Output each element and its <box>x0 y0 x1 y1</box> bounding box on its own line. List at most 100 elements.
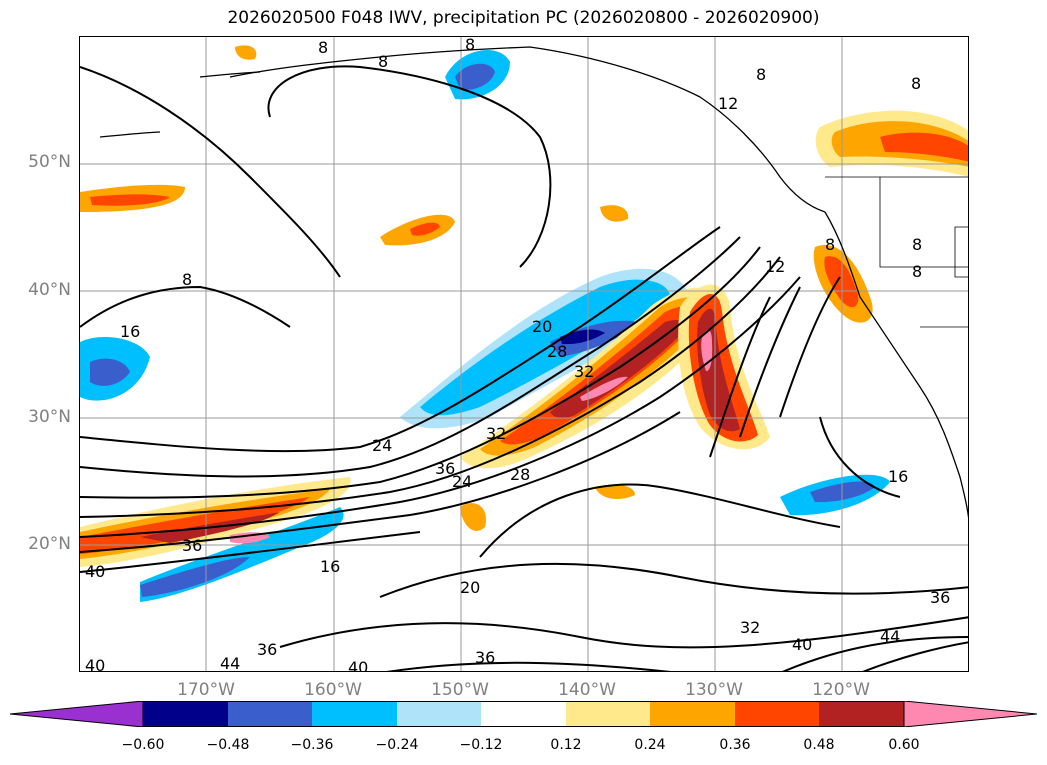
contour-28-ribbon <box>80 256 781 518</box>
contour-label: 24 <box>452 472 472 491</box>
lon-label-130w: 130°W <box>685 680 743 700</box>
contour-label: 24 <box>372 436 392 455</box>
precip-shading <box>80 45 968 602</box>
precip-pos-nw-core <box>90 194 170 206</box>
precip-pos-coast-core <box>824 256 859 308</box>
contour-label: 28 <box>510 465 530 484</box>
colorbar-extend-left <box>10 701 144 727</box>
lat-label-50: 50°N <box>28 152 71 172</box>
contour-label: 32 <box>740 618 760 637</box>
colorbar-tick: −0.24 <box>375 737 419 753</box>
map-svg: 8 8 8 8 8 8 8 8 8 12 12 16 16 16 20 20 2… <box>80 37 968 672</box>
contour-12-loop <box>80 285 291 328</box>
contour-label: 12 <box>718 94 738 113</box>
colorbar-segment <box>650 701 735 727</box>
precip-neg-sw-core <box>140 557 250 597</box>
colorbar-tick: −0.36 <box>290 737 334 753</box>
contour-label: 20 <box>532 317 552 336</box>
colorbar-segment <box>566 701 650 727</box>
contour-label: 40 <box>348 658 368 672</box>
lon-label-140w: 140°W <box>558 680 616 700</box>
contour-label: 36 <box>257 640 277 659</box>
colorbar-extend-right <box>903 701 1037 727</box>
precip-pos-small-2 <box>460 503 486 531</box>
colorbar-tick: −0.12 <box>459 737 503 753</box>
contour-36-ribbon <box>80 411 681 553</box>
contour-label: 12 <box>765 257 785 276</box>
colorbar-tick: 0.60 <box>888 737 920 753</box>
lon-label-170w: 170°W <box>177 680 235 700</box>
precip-pos-mid-core <box>410 222 440 236</box>
precip-pos-small-3 <box>595 484 635 499</box>
contour-label: 8 <box>465 37 475 54</box>
contour-label: 40 <box>792 635 812 654</box>
contour-label: 44 <box>880 627 900 646</box>
chart-title: 2026020500 F048 IWV, precipitation PC (2… <box>227 8 820 28</box>
colorbar-segment <box>481 701 566 727</box>
contour-labels: 8 8 8 8 8 8 8 8 8 12 12 16 16 16 20 20 2… <box>85 37 950 672</box>
colorbar-tick: 0.12 <box>550 737 582 753</box>
precip-neg-west-core <box>90 358 130 386</box>
map-panel: 8 8 8 8 8 8 8 8 8 12 12 16 16 16 20 20 2… <box>79 36 969 672</box>
precip-pos-ne-core <box>880 132 968 162</box>
coastlines <box>99 46 968 519</box>
contour-label: 36 <box>930 588 950 607</box>
contour-40-south <box>80 531 421 573</box>
contour-label: 36 <box>435 459 455 478</box>
borders <box>825 176 968 328</box>
contour-label: 36 <box>475 648 495 667</box>
colorbar-tick: 0.24 <box>634 737 666 753</box>
contour-label: 32 <box>486 424 506 443</box>
precip-pos-sw-core <box>80 497 310 554</box>
lon-label-160w: 160°W <box>304 680 362 700</box>
colorbar-segment <box>735 701 819 727</box>
colorbar-frame <box>142 701 905 727</box>
contour-28-south <box>479 483 841 558</box>
contour-label: 44 <box>220 654 240 672</box>
precip-pos-front-peak <box>580 376 628 401</box>
lon-label-150w: 150°W <box>431 680 489 700</box>
contour-label: 8 <box>182 270 192 289</box>
precip-neg-front-deep <box>550 320 640 357</box>
contour-label: 20 <box>460 578 480 597</box>
contour-label: 8 <box>911 74 921 93</box>
contour-label: 40 <box>85 562 105 581</box>
colorbar-segment <box>819 701 904 727</box>
contour-label: 32 <box>574 362 594 381</box>
colorbar-tick: 0.36 <box>719 737 751 753</box>
coastline-alaska <box>229 46 826 213</box>
contour-label: 8 <box>912 235 922 254</box>
iwv-contours <box>80 65 968 671</box>
contour-24-ribbon <box>80 246 761 499</box>
contour-label: 16 <box>320 557 340 576</box>
precip-neg-north-core <box>455 63 495 90</box>
precip-neg-front-core <box>420 279 670 416</box>
lat-label-20: 20°N <box>28 534 71 554</box>
contour-label: 16 <box>120 322 140 341</box>
contour-label: 8 <box>756 65 766 84</box>
colorbar-tick: −0.48 <box>206 737 250 753</box>
contour-24-east <box>709 296 771 458</box>
contour-44-southeast <box>862 641 968 671</box>
grid-lines <box>80 37 968 671</box>
contour-40-southeast <box>386 636 968 671</box>
contour-label: 16 <box>888 467 908 486</box>
coastline-north-america <box>824 211 968 519</box>
contour-20-east <box>739 286 801 438</box>
colorbar-segment <box>397 701 481 727</box>
colorbar-tick: 0.48 <box>803 737 835 753</box>
colorbar <box>10 701 1037 727</box>
contour-8-north <box>80 65 552 278</box>
contour-20-ribbon <box>80 236 741 478</box>
contour-label: 8 <box>378 52 388 71</box>
precip-pos-small-1 <box>600 205 629 222</box>
contour-16-ribbon <box>80 226 721 453</box>
colorbar-segment <box>143 701 228 727</box>
coastline-aleutians <box>99 71 261 138</box>
contour-label: 8 <box>912 262 922 281</box>
colorbar-segment <box>312 701 397 727</box>
contour-label: 8 <box>318 38 328 57</box>
contour-label: 28 <box>547 342 567 361</box>
precip-pos-small-4 <box>235 45 257 60</box>
contour-label: 8 <box>825 235 835 254</box>
